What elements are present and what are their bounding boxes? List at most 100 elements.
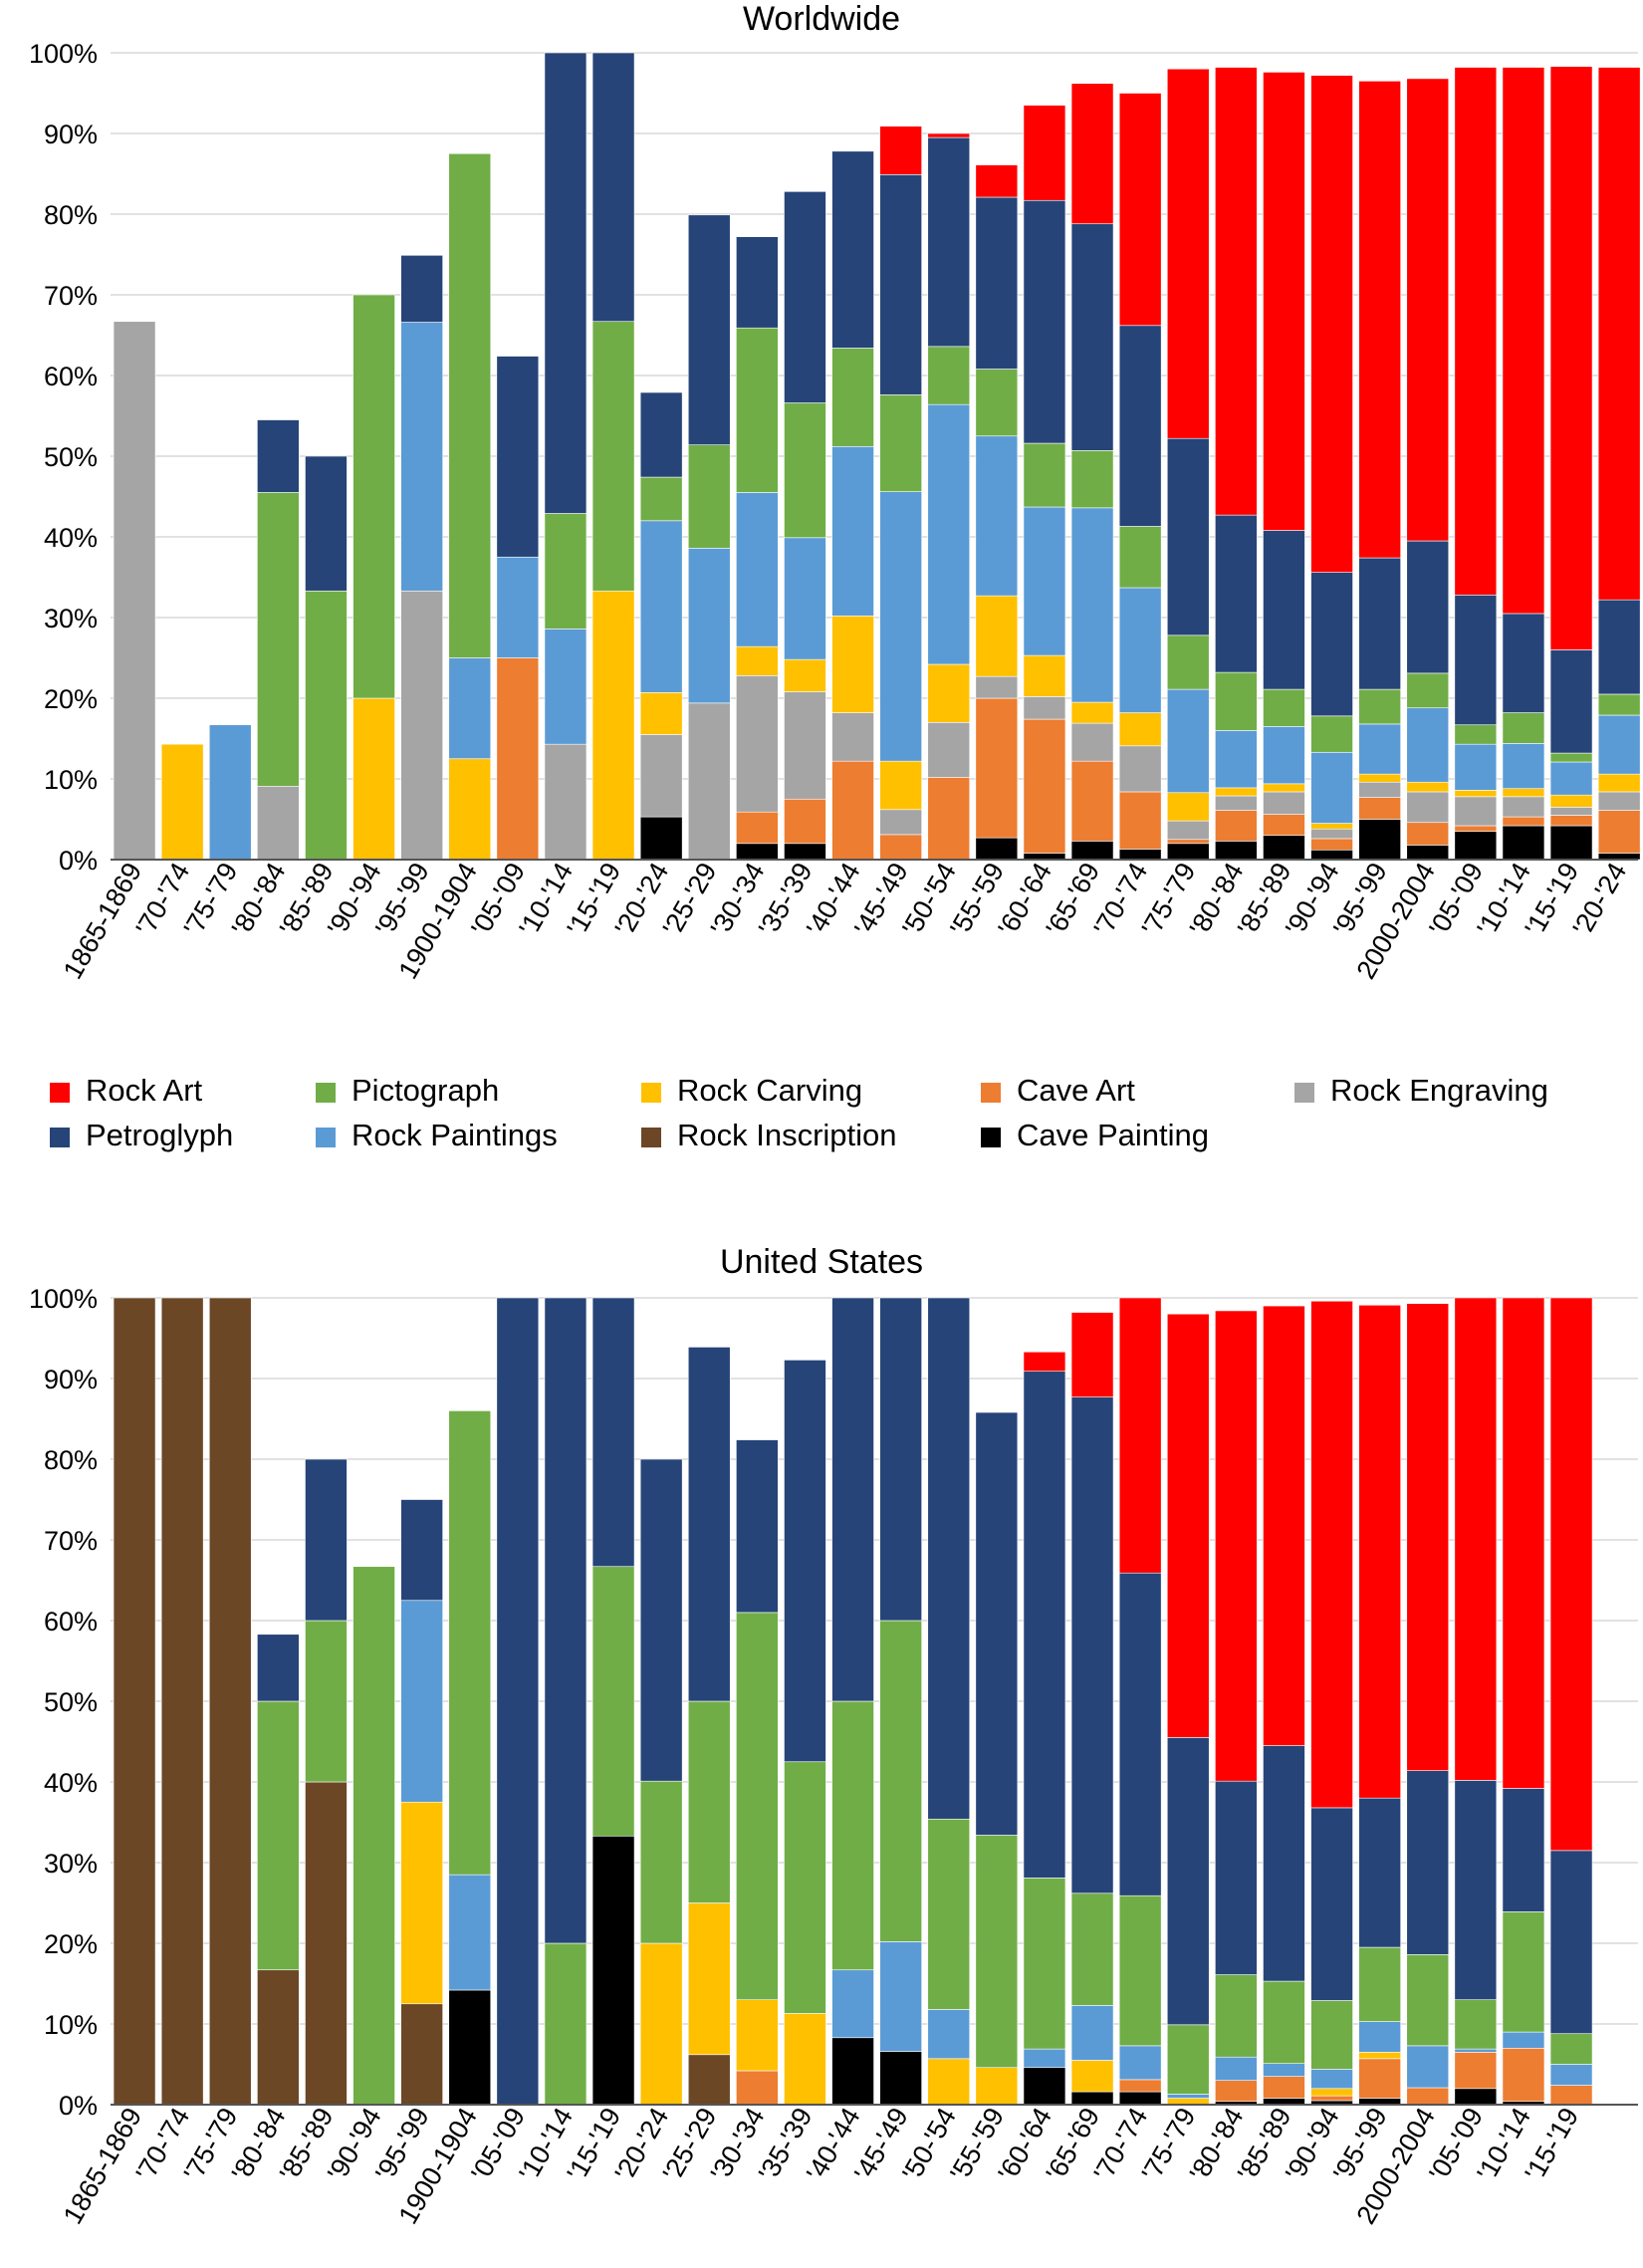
bar-segment-pictograph <box>1215 671 1258 731</box>
bar-segment-rock-art <box>1310 1300 1353 1809</box>
bar-segment-rock-carving <box>831 616 874 713</box>
bar-segment-petroglyph <box>1502 613 1545 713</box>
bar-segment-pictograph <box>591 321 635 592</box>
x-axis-tick-labels: 1865-1869'70-'74'75-'79'80-'84'85-'89'90… <box>58 2103 1585 2229</box>
bar-segment-rock-paintings <box>1454 2048 1498 2053</box>
bar-segment-cave-painting <box>879 2051 922 2106</box>
bar-segment-petroglyph <box>1310 572 1353 717</box>
bar-segment-pictograph <box>1023 442 1066 508</box>
bar-segment-cave-art <box>784 798 826 845</box>
bar-group-95-99 <box>400 255 443 861</box>
bar-segment-rock-art <box>1406 1303 1450 1771</box>
bar-segment-rock-paintings <box>1406 2045 1450 2089</box>
bar-group-65-69 <box>1070 1312 1114 2106</box>
bar-segment-pictograph <box>544 513 587 630</box>
bar-segment-rock-engraving <box>975 675 1019 699</box>
bar-segment-rock-carving <box>400 1801 443 2005</box>
bar-segment-petroglyph <box>496 356 540 558</box>
y-tick-label: 20% <box>44 1929 98 1959</box>
bar-segment-petroglyph <box>400 255 443 323</box>
bar-segment-pictograph <box>1406 1954 1450 2047</box>
bar-segment-pictograph <box>1070 1892 1114 2006</box>
bar-segment-cave-art <box>879 834 922 861</box>
bar-segment-rock-paintings <box>1118 2045 1162 2081</box>
bar-segment-cave-art <box>1023 718 1066 854</box>
bar-segment-pictograph <box>975 369 1019 437</box>
legend-swatch <box>316 1083 336 1103</box>
bar-segment-petroglyph <box>591 52 635 323</box>
bar-segment-cave-painting <box>1358 819 1401 861</box>
bar-segment-cave-art <box>831 760 874 861</box>
bar-segment-petroglyph <box>1358 1797 1401 1948</box>
bar-segment-cave-painting <box>1118 849 1162 861</box>
bar-segment-rock-carving <box>1358 2052 1401 2060</box>
bar-segment-petroglyph <box>1263 1745 1305 1982</box>
bar-segment-rock-art <box>1502 67 1545 615</box>
bar-segment-pictograph <box>352 1566 395 2106</box>
bar-group-35-39 <box>784 191 826 861</box>
bar-segment-cave-art <box>1310 838 1353 851</box>
bar-segment-rock-carving <box>1023 654 1066 697</box>
bar-segment-cave-painting <box>1406 845 1450 861</box>
bar-segment-rock-art <box>1454 67 1498 596</box>
bar-group-85-89 <box>305 1458 348 2106</box>
bar-segment-rock-paintings <box>400 322 443 592</box>
bar-segment-petroglyph <box>1023 1371 1066 1879</box>
bar-segment-cave-painting <box>1023 2067 1066 2106</box>
bar-segment-rock-carving <box>1166 792 1210 822</box>
bar-group-80-84 <box>1215 1310 1258 2106</box>
bar-group-70-74 <box>1118 1297 1162 2106</box>
legend-label: Rock Carving <box>677 1073 862 1108</box>
bar-segment-rock-art <box>1502 1297 1545 1789</box>
bar-segment-rock-engraving <box>1502 796 1545 818</box>
bar-segment-rock-inscription <box>160 1297 204 2106</box>
legend-swatch <box>641 1128 661 1147</box>
y-tick-label: 0% <box>59 846 98 876</box>
y-tick-label: 80% <box>44 1445 98 1475</box>
bar-segment-rock-art <box>1215 67 1258 516</box>
bar-segment-petroglyph <box>927 1297 971 1820</box>
bar-segment-rock-art <box>1118 93 1162 327</box>
bar-group-55-59 <box>975 1411 1019 2106</box>
bar-segment-cave-art <box>1549 2085 1593 2106</box>
bar-group-60-64 <box>1023 1351 1066 2106</box>
bar-segment-rock-art <box>1070 1312 1114 1397</box>
bar-segment-cave-painting <box>1502 825 1545 861</box>
bar-segment-cave-art <box>1215 810 1258 842</box>
bar-segment-rock-engraving <box>1215 795 1258 811</box>
bar-segment-cave-painting <box>591 1835 635 2106</box>
bar-segment-cave-painting <box>1166 843 1210 861</box>
bar-segment-rock-engraving <box>879 809 922 836</box>
bar-segment-cave-painting <box>1454 2088 1498 2106</box>
bar-segment-rock-paintings <box>736 492 779 647</box>
bar-segment-pictograph <box>879 1620 922 1942</box>
bar-segment-rock-carving <box>1358 773 1401 783</box>
y-tick-label: 50% <box>44 1687 98 1717</box>
bar-segment-rock-carving <box>1070 2060 1114 2093</box>
bar-segment-pictograph <box>687 444 731 549</box>
bar-segment-petroglyph <box>879 174 922 395</box>
bar-segment-petroglyph <box>1215 514 1258 673</box>
bar-segment-pictograph <box>831 1700 874 1971</box>
bar-segment-pictograph <box>784 402 826 539</box>
bar-segment-petroglyph <box>305 455 348 592</box>
bar-segment-rock-engraving <box>400 590 443 861</box>
bar-segment-rock-engraving <box>831 712 874 762</box>
bar-segment-cave-art <box>1454 825 1498 832</box>
bar-segment-rock-art <box>1597 67 1641 601</box>
bar-segment-cave-art <box>1118 2079 1162 2093</box>
bar-segment-cave-painting <box>1070 841 1114 861</box>
bar-segment-petroglyph <box>879 1297 922 1622</box>
bar-segment-petroglyph <box>305 1458 348 1622</box>
bar-segment-rock-art <box>927 132 971 138</box>
bar-segment-pictograph <box>257 492 300 787</box>
bar-segment-rock-carving <box>352 697 395 861</box>
bar-segment-cave-art <box>1358 2058 1401 2099</box>
bar-segment-cave-painting <box>1070 2091 1114 2106</box>
bar-segment-rock-art <box>1215 1310 1258 1782</box>
bar-segment-rock-carving <box>927 2058 971 2106</box>
bar-group-15-19 <box>1549 66 1593 861</box>
bar-segment-rock-carving <box>736 1999 779 2072</box>
bar-segment-pictograph <box>1070 450 1114 509</box>
bar-segment-rock-paintings <box>1263 726 1305 785</box>
